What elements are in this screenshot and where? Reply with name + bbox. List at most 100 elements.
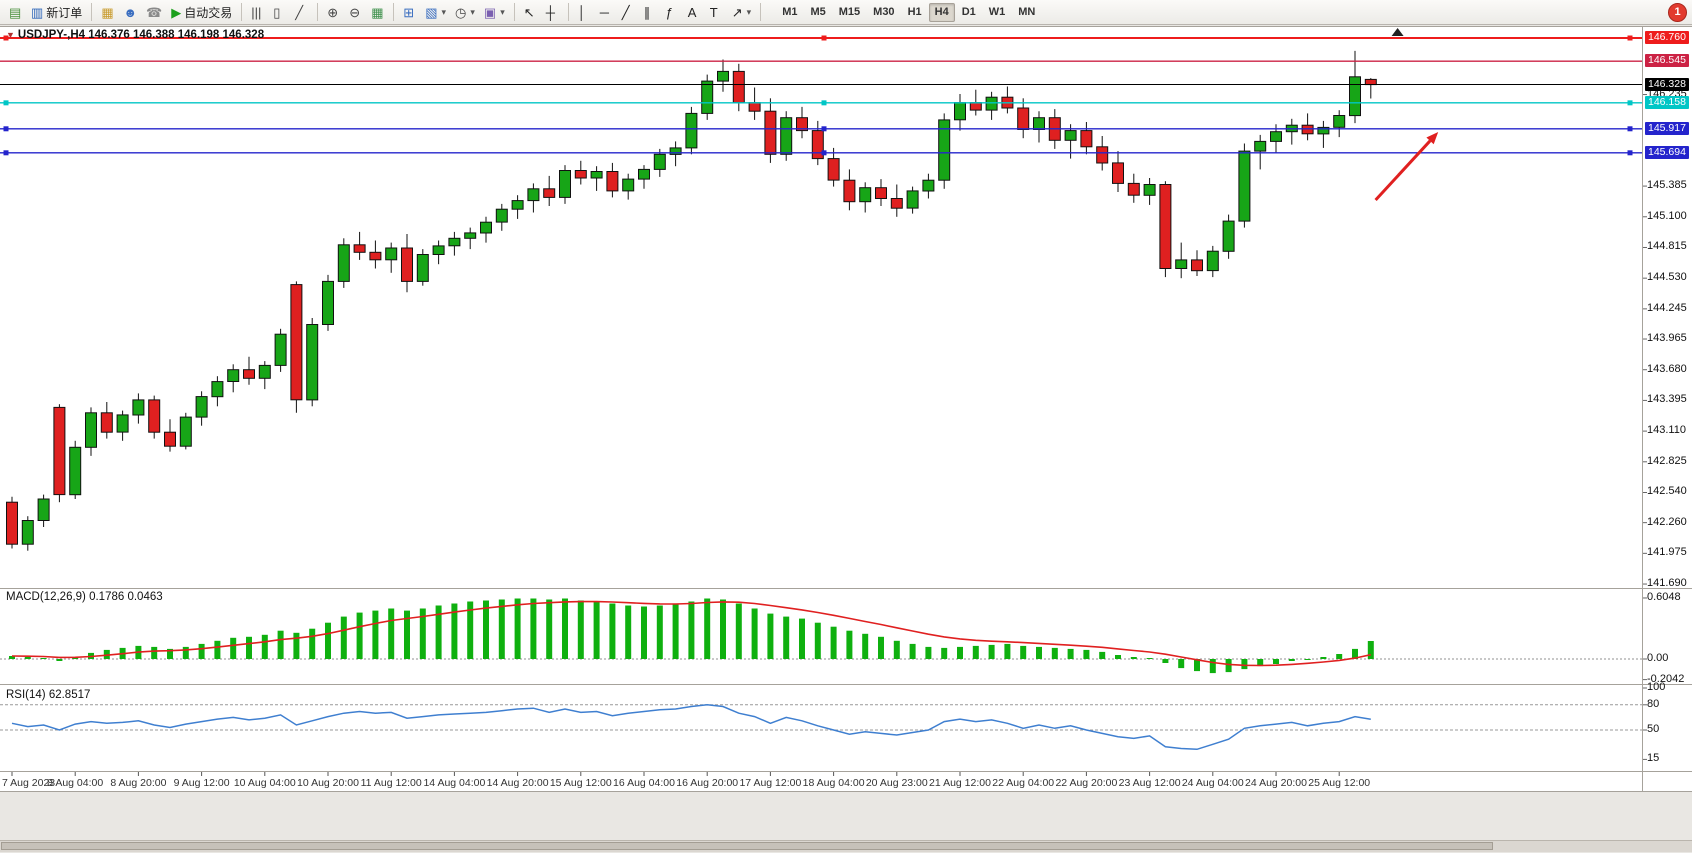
time-axis-label: 14 Aug 04:00 — [423, 777, 486, 789]
line-handle[interactable] — [3, 150, 9, 156]
line-handle[interactable] — [3, 100, 9, 106]
macd-scale-label: 0.00 — [1647, 652, 1669, 664]
timeframe-mn-button[interactable]: MN — [1012, 3, 1041, 22]
text-button[interactable]: A — [684, 2, 705, 23]
toolbar-separator — [760, 3, 762, 21]
line-handle[interactable] — [1627, 100, 1633, 106]
macd-signal-line — [11, 600, 1371, 667]
horizontal-scrollbar[interactable] — [0, 840, 1692, 852]
time-axis-label: 7 Aug 2023 — [2, 777, 56, 789]
bar-chart-mode-button[interactable]: ||| — [247, 2, 268, 23]
line-handle[interactable] — [1627, 35, 1633, 41]
line-handle[interactable] — [821, 100, 827, 106]
new-order-label: 新订单 — [46, 5, 83, 20]
arrows-caret-icon: ▾ — [746, 6, 752, 17]
price-line-label: 146.328 — [1645, 77, 1689, 91]
price-line-label: 146.545 — [1645, 54, 1689, 68]
time-axis[interactable]: 7 Aug 2023 8 Aug 04:00 8 Aug 20:00 9 Aug 12… — [0, 773, 1643, 793]
arrows-button[interactable]: ↗ ▾ — [728, 2, 755, 23]
bar-chart-mode-icon: ||| — [251, 4, 262, 20]
equidistant-channel-button[interactable]: ∥ — [640, 2, 661, 23]
price-scale-label: 144.245 — [1647, 301, 1687, 314]
scrollbar-thumb[interactable] — [1, 842, 1493, 850]
candles-layer — [6, 50, 1377, 551]
zoom-in-icon: ⊕ — [327, 4, 339, 20]
fibonacci-button[interactable]: ƒ — [662, 2, 683, 23]
community-profile-icon: ☻ — [123, 4, 137, 20]
chart-shift-marker[interactable] — [1391, 28, 1404, 36]
cursor-icon: ↖ — [523, 4, 535, 20]
arrow-annotation-head[interactable] — [1426, 132, 1439, 145]
timeframe-m5-button[interactable]: M5 — [804, 3, 831, 22]
timeframe-h4-button[interactable]: H4 — [928, 2, 955, 22]
new-chart-button[interactable]: ▤ — [5, 2, 26, 23]
line-handle[interactable] — [821, 150, 827, 156]
timeframe-d1-button[interactable]: D1 — [956, 3, 982, 22]
toolbar-separator — [91, 3, 93, 21]
symbol-ohlc-text: USDJPY-,H4 146.376 146.388 146.198 146.3… — [17, 29, 265, 41]
zoom-out-button[interactable]: ⊖ — [345, 2, 366, 23]
price-scale-label: 143.965 — [1647, 332, 1687, 345]
line-handle[interactable] — [821, 126, 827, 132]
autotrading-label: 自动交易 — [184, 5, 233, 20]
fibonacci-icon: ƒ — [665, 4, 673, 20]
price-scale-label: 145.385 — [1647, 179, 1687, 192]
time-axis-label: 8 Aug 20:00 — [110, 777, 167, 789]
market-package-button[interactable]: ▦ — [97, 2, 118, 23]
crosshair-button[interactable]: ┼ — [542, 2, 563, 23]
timeframe-h1-button[interactable]: H1 — [902, 3, 928, 22]
macd-indicator-label: MACD(12,26,9) 0.1786 0.0463 — [6, 591, 163, 603]
time-axis-label: 18 Aug 04:00 — [802, 777, 865, 789]
vertical-line-button[interactable]: │ — [574, 2, 595, 23]
price-line-label: 145.917 — [1645, 121, 1689, 135]
text-label-button[interactable]: T — [706, 2, 727, 23]
line-handle[interactable] — [1627, 150, 1633, 156]
zoom-out-icon: ⊖ — [349, 4, 361, 20]
cursor-button[interactable]: ↖ — [520, 2, 541, 23]
chart-background — [0, 26, 1692, 792]
timeframe-m15-button[interactable]: M15 — [833, 3, 866, 22]
new-order-button[interactable]: ▥ 新订单 — [27, 2, 86, 23]
rsi-scale-label: 100 — [1647, 681, 1666, 693]
line-handle[interactable] — [821, 35, 827, 41]
text-label-icon: T — [709, 4, 718, 20]
line-handle[interactable] — [3, 126, 9, 132]
templates-button[interactable]: ▣ ▾ — [480, 2, 509, 23]
collapse-arrow-icon[interactable]: ▼ — [6, 30, 15, 40]
periods-caret-icon: ▾ — [470, 6, 475, 17]
time-axis-label: 24 Aug 04:00 — [1181, 777, 1244, 789]
autotrading-button[interactable]: ▶ 自动交易 — [167, 2, 236, 23]
arrow-annotation[interactable] — [1374, 139, 1432, 202]
price-scale-label: 142.260 — [1647, 515, 1687, 528]
candlestick-mode-button[interactable]: ▯ — [269, 2, 290, 23]
time-axis-label: 17 Aug 12:00 — [739, 777, 802, 789]
indicator-list-button[interactable]: ▧ ▾ — [421, 2, 450, 23]
rsi-indicator-label: RSI(14) 62.8517 — [6, 689, 91, 701]
timeframe-m1-button[interactable]: M1 — [776, 3, 803, 22]
toolbar-separator — [241, 3, 243, 21]
price-scale-label: 144.815 — [1647, 240, 1687, 253]
timeframe-m30-button[interactable]: M30 — [867, 3, 900, 22]
time-axis-label: 16 Aug 20:00 — [676, 777, 739, 789]
indicators-button[interactable]: ⊞ — [399, 2, 420, 23]
indicators-icon: ⊞ — [403, 4, 415, 20]
notification-badge[interactable]: 1 — [1668, 2, 1687, 22]
price-axis[interactable]: 146.235 145.385 145.100 144.815 144.530 144.2… — [1645, 26, 1692, 792]
time-axis-label: 11 Aug 12:00 — [360, 777, 422, 789]
line-handle[interactable] — [1627, 126, 1633, 132]
line-chart-mode-button[interactable]: ╱ — [291, 2, 312, 23]
support-button[interactable]: ☎ — [142, 2, 166, 23]
price-scale-label: 143.395 — [1647, 393, 1687, 406]
line-handle[interactable] — [3, 35, 9, 41]
rsi-line — [11, 704, 1371, 751]
price-scale-label: 143.680 — [1647, 362, 1687, 375]
horizontal-line-button[interactable]: ─ — [596, 2, 617, 23]
horizontal-line-icon: ─ — [599, 4, 609, 20]
zoom-in-button[interactable]: ⊕ — [323, 2, 344, 23]
timeframe-w1-button[interactable]: W1 — [983, 3, 1012, 22]
community-profile-button[interactable]: ☻ — [119, 2, 141, 23]
trendline-button[interactable]: ╱ — [618, 2, 639, 23]
tile-windows-button[interactable]: ▦ — [367, 2, 388, 23]
periods-button[interactable]: ◷ ▾ — [451, 2, 479, 23]
